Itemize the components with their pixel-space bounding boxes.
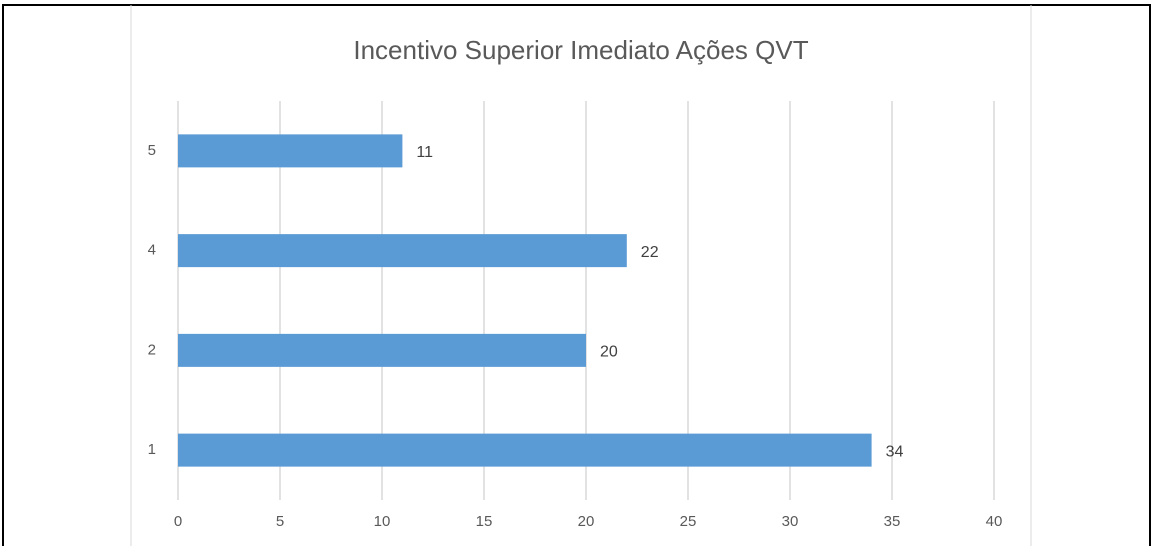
x-tick-label: 10 xyxy=(374,513,391,530)
bar xyxy=(178,134,403,168)
data-label: 22 xyxy=(641,244,659,261)
x-tick-label: 25 xyxy=(680,513,697,530)
y-tick-label: 4 xyxy=(148,242,156,259)
x-tick-label: 35 xyxy=(884,513,901,530)
data-label: 20 xyxy=(600,344,618,361)
x-tick-label: 15 xyxy=(476,513,493,530)
data-label: 34 xyxy=(886,443,904,460)
x-tick-label: 40 xyxy=(986,513,1003,530)
x-tick-label: 0 xyxy=(174,513,182,530)
x-tick-label: 5 xyxy=(276,513,284,530)
bar xyxy=(178,433,872,467)
bar xyxy=(178,333,586,367)
y-tick-label: 2 xyxy=(148,341,156,358)
bar xyxy=(178,234,627,268)
x-tick-label: 30 xyxy=(782,513,799,530)
x-tick-label: 20 xyxy=(578,513,595,530)
y-tick-label: 1 xyxy=(148,441,156,458)
data-label: 11 xyxy=(416,144,433,161)
frame xyxy=(2,4,1151,546)
chart-title: Incentivo Superior Imediato Ações QVT xyxy=(353,35,808,65)
y-tick-label: 5 xyxy=(148,142,156,159)
